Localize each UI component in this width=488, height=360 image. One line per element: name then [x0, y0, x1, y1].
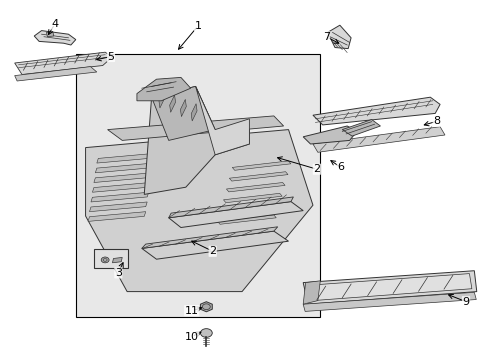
Polygon shape	[229, 172, 287, 181]
Polygon shape	[312, 97, 439, 125]
Text: 6: 6	[337, 162, 344, 172]
Polygon shape	[327, 25, 350, 49]
Bar	[76, 54, 320, 317]
Polygon shape	[180, 99, 186, 117]
Circle shape	[101, 257, 109, 263]
Polygon shape	[191, 104, 197, 121]
Polygon shape	[342, 120, 380, 136]
Bar	[94, 249, 127, 268]
Polygon shape	[142, 227, 277, 248]
Polygon shape	[34, 31, 76, 45]
Text: 4: 4	[51, 19, 58, 29]
Polygon shape	[232, 161, 290, 170]
Polygon shape	[94, 173, 151, 183]
Polygon shape	[312, 127, 444, 152]
Polygon shape	[112, 257, 122, 263]
Text: 1: 1	[194, 21, 201, 31]
Polygon shape	[15, 52, 112, 75]
Polygon shape	[168, 202, 303, 228]
Polygon shape	[88, 212, 145, 221]
Text: 10: 10	[184, 332, 198, 342]
Text: 11: 11	[184, 306, 198, 316]
Polygon shape	[220, 204, 279, 213]
Text: 8: 8	[432, 116, 439, 126]
Text: 2: 2	[209, 246, 216, 256]
Polygon shape	[92, 183, 150, 192]
Polygon shape	[217, 215, 276, 224]
Polygon shape	[142, 231, 288, 259]
Polygon shape	[169, 95, 175, 112]
Polygon shape	[91, 192, 148, 202]
Text: 5: 5	[107, 51, 114, 62]
Polygon shape	[303, 126, 356, 144]
Text: 9: 9	[462, 297, 468, 307]
Polygon shape	[137, 77, 190, 101]
Polygon shape	[85, 130, 312, 292]
Polygon shape	[97, 153, 154, 163]
Polygon shape	[144, 86, 249, 194]
Text: 3: 3	[115, 268, 122, 278]
Polygon shape	[226, 183, 285, 192]
Polygon shape	[107, 116, 283, 140]
Polygon shape	[195, 86, 249, 155]
Polygon shape	[303, 271, 476, 304]
Polygon shape	[46, 32, 54, 37]
Circle shape	[200, 329, 212, 337]
Polygon shape	[223, 193, 282, 203]
Polygon shape	[15, 67, 97, 81]
Polygon shape	[151, 86, 215, 140]
Polygon shape	[310, 274, 471, 301]
Text: 2: 2	[313, 164, 320, 174]
Polygon shape	[159, 91, 164, 108]
Polygon shape	[303, 292, 475, 311]
Polygon shape	[89, 202, 147, 212]
Text: 7: 7	[322, 32, 329, 42]
Polygon shape	[168, 197, 293, 218]
Polygon shape	[95, 163, 153, 173]
Polygon shape	[303, 281, 320, 304]
